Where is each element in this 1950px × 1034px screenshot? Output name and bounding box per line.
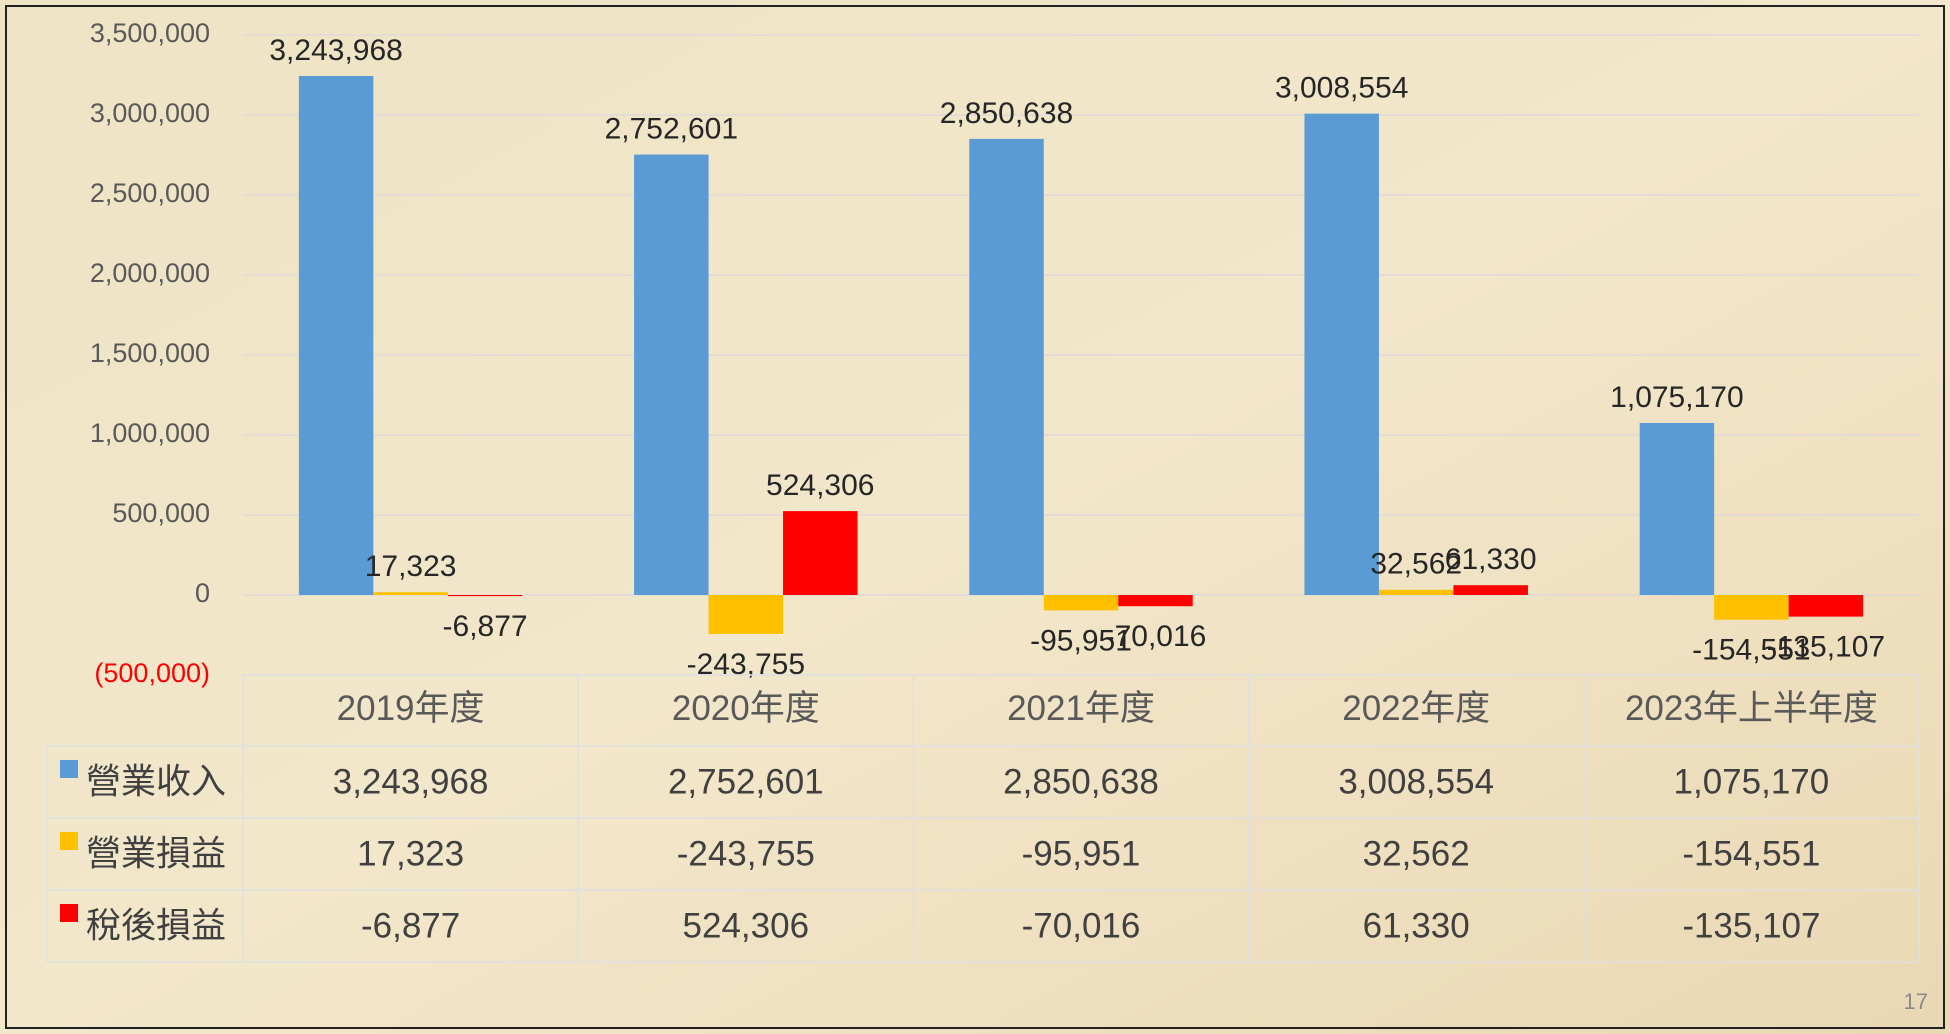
bar	[447, 595, 523, 597]
table-cell: 32,562	[1363, 834, 1470, 873]
table-cell: -154,551	[1682, 834, 1820, 873]
bar	[298, 75, 374, 596]
data-label: -154,551	[1692, 634, 1810, 667]
bar	[708, 595, 784, 635]
x-tick-label: 2020年度	[672, 689, 820, 728]
table-cell: 3,008,554	[1338, 762, 1494, 801]
y-tick-label: 500,000	[112, 498, 210, 528]
x-tick-label: 2022年度	[1342, 689, 1490, 728]
bar	[634, 154, 709, 595]
x-tick-label: 2023年上半年度	[1625, 689, 1878, 728]
data-label: -95,951	[1030, 624, 1132, 657]
data-label: -135,107	[1767, 631, 1885, 664]
table-cell: -6,877	[361, 906, 460, 945]
bar	[1043, 595, 1119, 611]
page-number: 17	[1904, 989, 1928, 1014]
y-tick-label: 1,500,000	[90, 338, 210, 368]
table-cell: 17,323	[357, 834, 464, 873]
data-label: -70,016	[1105, 620, 1207, 653]
frame	[5, 5, 1945, 1029]
y-tick-label: 2,000,000	[90, 258, 210, 288]
bar	[1304, 113, 1379, 596]
legend-label: 稅後損益	[86, 906, 226, 945]
table-cell: -70,016	[1022, 906, 1141, 945]
bar	[1714, 595, 1789, 620]
table-cell: 1,075,170	[1674, 762, 1830, 801]
bar	[1118, 595, 1193, 607]
legend-key	[60, 904, 78, 922]
y-tick-label: 1,000,000	[90, 418, 210, 448]
table-cell: -95,951	[1022, 834, 1141, 873]
data-label: 3,243,968	[269, 34, 402, 67]
table-cell: 61,330	[1363, 906, 1470, 945]
data-label: 524,306	[766, 469, 874, 502]
table-cell: -135,107	[1682, 906, 1820, 945]
bar	[1378, 589, 1454, 595]
bar	[1788, 595, 1864, 617]
data-label: 3,008,554	[1275, 72, 1408, 105]
data-label: 2,752,601	[605, 113, 738, 146]
legend-key	[60, 760, 78, 778]
table-cell: 2,850,638	[1003, 762, 1159, 801]
bar	[1453, 585, 1528, 595]
data-label: 32,562	[1370, 548, 1462, 581]
bar	[373, 592, 448, 595]
table-cell: 2,752,601	[668, 762, 824, 801]
legend-label: 營業損益	[86, 834, 226, 873]
x-tick-label: 2021年度	[1007, 689, 1155, 728]
y-tick-label: 0	[195, 578, 210, 608]
y-tick-label: (500,000)	[94, 658, 210, 688]
bar	[1639, 422, 1715, 595]
data-label: -6,877	[443, 610, 528, 643]
bar	[969, 138, 1044, 595]
y-tick-label: 3,500,000	[90, 18, 210, 48]
legend-label: 營業收入	[86, 762, 226, 801]
data-label: 2,850,638	[940, 97, 1073, 130]
x-tick-label: 2019年度	[337, 689, 485, 728]
table-cell: -243,755	[677, 834, 815, 873]
table-cell: 524,306	[683, 906, 810, 945]
legend-key	[60, 832, 78, 850]
bar	[783, 511, 858, 595]
data-label: 17,323	[365, 550, 457, 583]
y-tick-label: 3,000,000	[90, 98, 210, 128]
data-label: -243,755	[687, 648, 805, 681]
table-cell: 3,243,968	[333, 762, 489, 801]
y-tick-label: 2,500,000	[90, 178, 210, 208]
data-label: 1,075,170	[1610, 381, 1743, 414]
data-label: 61,330	[1445, 543, 1537, 576]
